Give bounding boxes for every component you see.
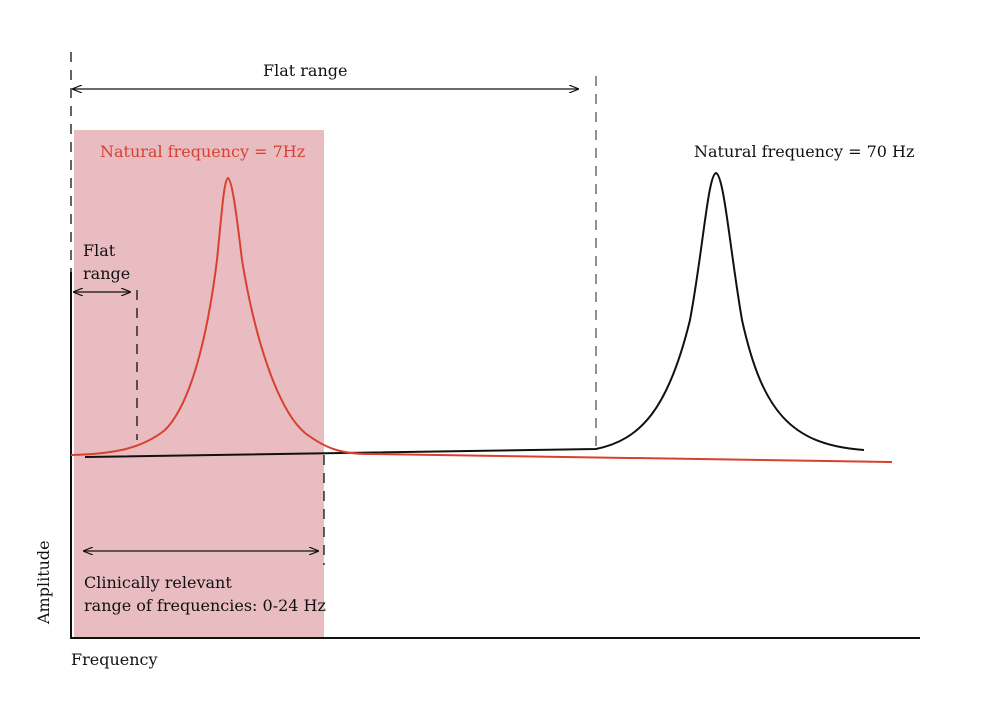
- x-axis-label: Frequency: [71, 650, 158, 669]
- response-curve-7hz: [70, 176, 893, 463]
- response-curve-70hz: [84, 171, 865, 458]
- clinical-range-band: [74, 130, 324, 638]
- y-axis-label: Amplitude: [34, 540, 53, 625]
- small-flat-label-line1: Flat: [83, 241, 116, 260]
- small-flat-label-line2: range: [83, 264, 130, 283]
- natural-frequency-7hz-label: Natural frequency = 7Hz: [100, 142, 305, 161]
- flat-range-label: Flat range: [263, 61, 347, 80]
- natural-frequency-70hz-label: Natural frequency = 70 Hz: [694, 142, 914, 161]
- clinical-range-label-line2: range of frequencies: 0-24 Hz: [84, 596, 326, 615]
- clinical-range-label-line1: Clinically relevant: [84, 573, 232, 592]
